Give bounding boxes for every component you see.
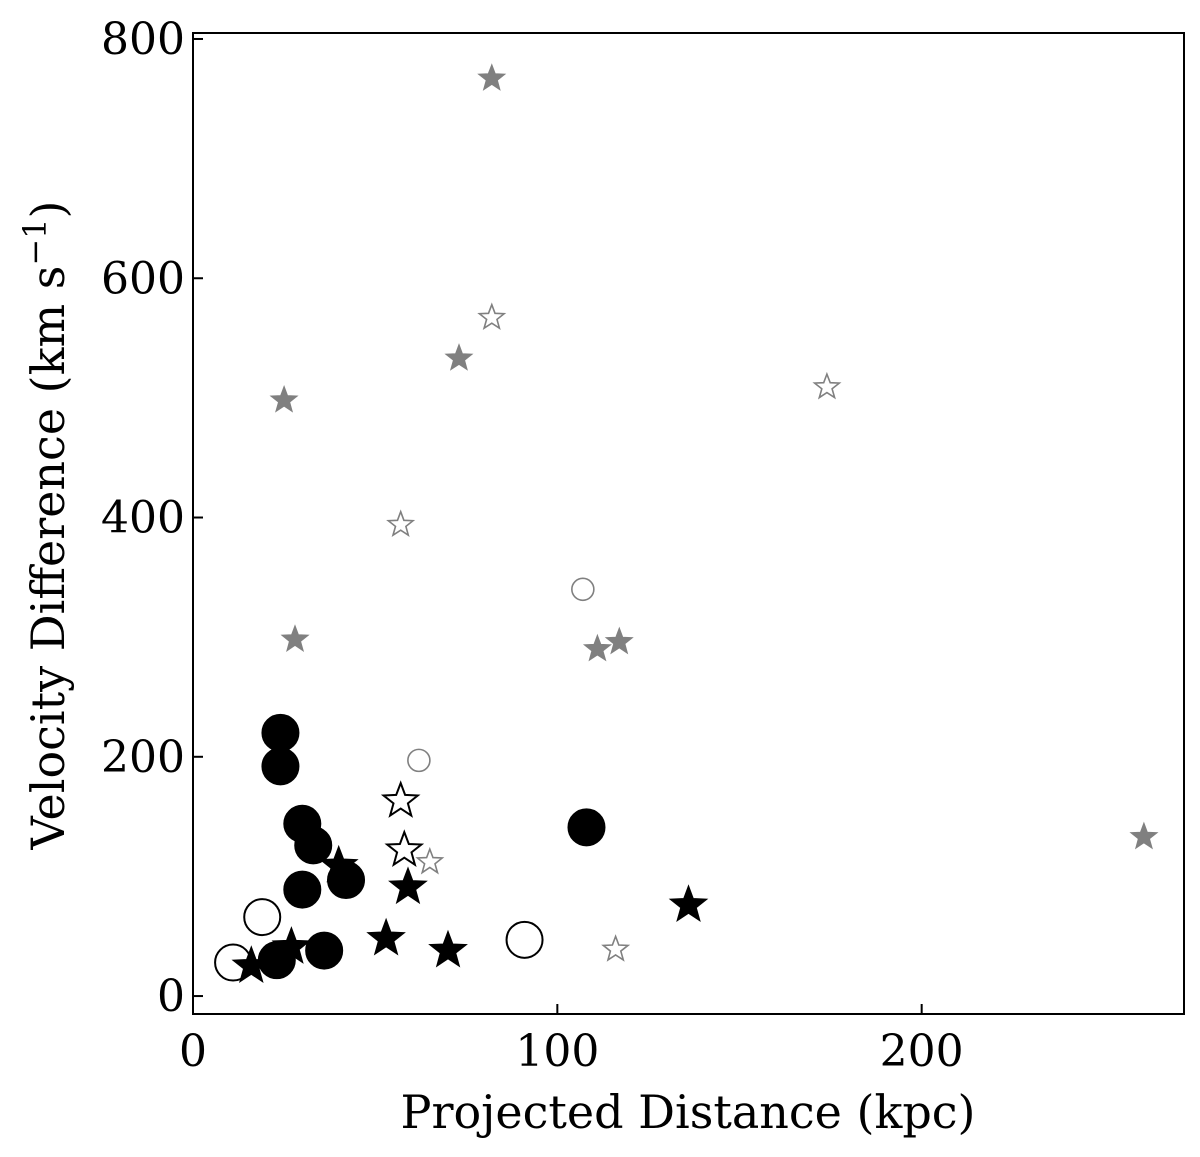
data-point-circle	[505, 920, 544, 959]
data-point-star	[604, 626, 634, 655]
y-axis-label-close: )	[21, 201, 75, 219]
data-point-star	[1129, 821, 1159, 850]
data-point-star	[415, 846, 445, 875]
data-point-circle	[407, 748, 431, 773]
data-point-circle	[571, 577, 595, 602]
data-point-star	[366, 917, 406, 956]
x-tick-label: 200	[880, 1026, 964, 1077]
data-point-star	[668, 884, 709, 923]
data-point-star	[812, 371, 842, 400]
data-point-circle	[283, 870, 322, 909]
x-tick-label: 100	[515, 1026, 599, 1077]
data-point-star	[318, 844, 359, 883]
data-point-circle	[243, 898, 282, 937]
data-point-star	[428, 929, 468, 968]
data-point-star	[388, 866, 428, 905]
data-point-star	[444, 343, 474, 371]
data-point-star	[582, 633, 612, 662]
y-tick-label: 200	[101, 732, 185, 783]
data-point-star	[601, 934, 631, 962]
data-point-star	[269, 385, 299, 413]
data-point-star	[280, 624, 310, 652]
data-point-star	[380, 780, 421, 818]
data-point-circle	[261, 747, 300, 786]
data-point-circle	[567, 808, 606, 847]
data-point-star	[384, 829, 425, 868]
data-point-star	[386, 509, 416, 538]
data-points	[214, 63, 1159, 984]
data-point-star	[477, 302, 507, 331]
data-point-circle	[305, 931, 344, 970]
x-axis-label: Projected Distance (kpc)	[401, 1085, 976, 1139]
y-tick-label: 800	[101, 14, 185, 65]
x-tick-label: 0	[179, 1026, 207, 1077]
data-point-star	[271, 926, 312, 964]
axis-ticks: 0 100 200 0 200 400 600 800	[101, 14, 964, 1077]
data-point-star	[231, 945, 272, 984]
y-axis-label-exponent: −1	[16, 218, 54, 265]
data-point-circle	[261, 713, 300, 752]
y-tick-label: 600	[101, 253, 185, 304]
y-axis-label: Velocity Difference (km s−1)	[16, 201, 75, 851]
y-axis-label-main: Velocity Difference (km s	[21, 266, 75, 851]
data-point-star	[477, 63, 507, 91]
y-tick-label: 0	[157, 971, 185, 1022]
plot-frame	[192, 32, 1185, 1015]
data-point-circle	[294, 826, 333, 865]
y-tick-label: 400	[101, 493, 185, 544]
